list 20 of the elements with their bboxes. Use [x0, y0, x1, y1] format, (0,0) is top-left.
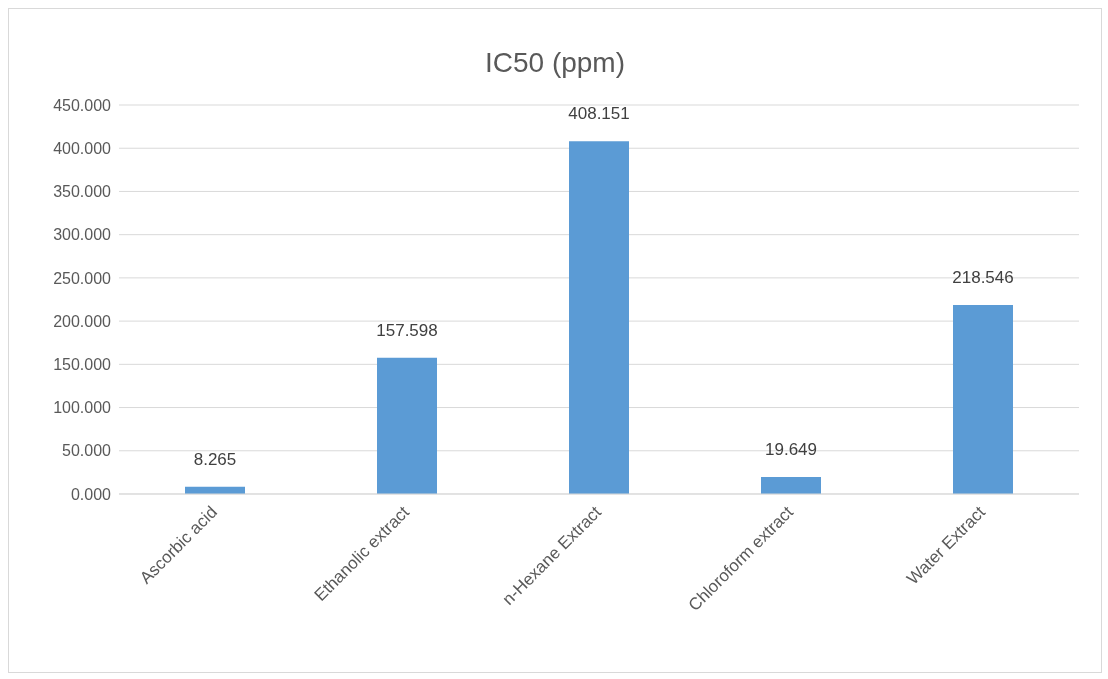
chart-title: IC50 (ppm)	[483, 47, 626, 79]
y-tick-label: 350.000	[53, 183, 112, 201]
data-label: 8.265	[193, 449, 237, 469]
bar	[953, 305, 1013, 494]
data-label: 408.151	[568, 104, 630, 124]
y-tick-label: 50.000	[62, 442, 112, 460]
y-tick-label: 450.000	[53, 96, 112, 114]
y-tick-label: 250.000	[53, 269, 112, 287]
y-tick-label: 100.000	[53, 399, 112, 417]
bar	[377, 357, 437, 494]
data-label: 157.598	[376, 320, 438, 340]
bar	[761, 477, 821, 494]
y-tick-label: 200.000	[53, 312, 112, 330]
y-tick-label: 150.000	[53, 356, 112, 374]
y-tick-label: 0.000	[70, 485, 112, 503]
y-tick-label: 400.000	[53, 139, 112, 157]
data-label: 19.649	[765, 440, 817, 460]
y-tick-label: 300.000	[53, 226, 112, 244]
bar	[569, 141, 629, 494]
data-label: 218.546	[952, 268, 1014, 288]
